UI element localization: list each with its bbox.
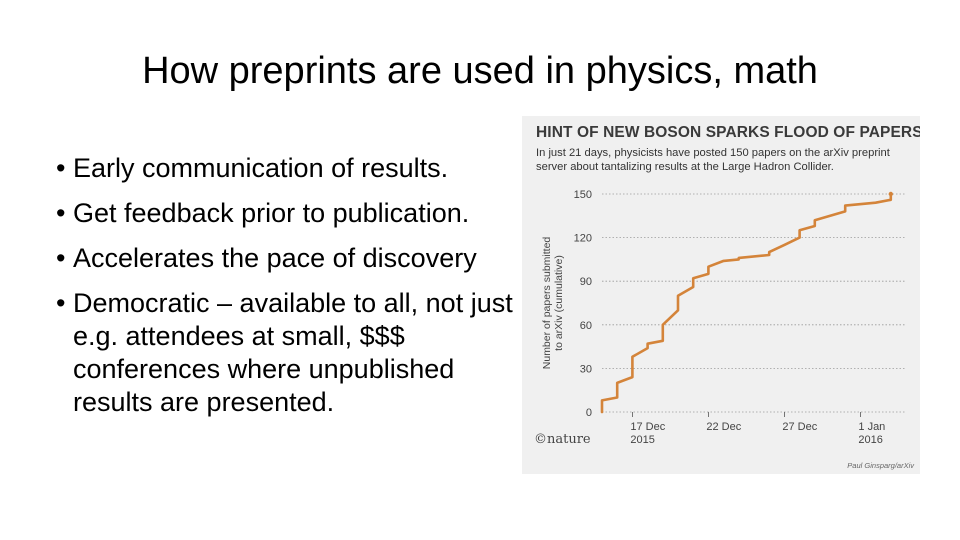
y-axis-label: Number of papers submittedto arXiv (cumu… [541,237,565,370]
series-line [600,192,893,414]
bullet-text: Democratic – available to all, not just … [73,288,513,417]
nature-logo: ©nature [534,432,591,447]
bullet-text: Get feedback prior to publication. [73,198,470,228]
y-axis-label-line: Number of papers submitted [541,237,553,370]
bullet-item: • Accelerates the pace of discovery [56,242,526,275]
chart-figure: HINT OF NEW BOSON SPARKS FLOOD OF PAPERS… [522,116,920,474]
chart-title: HINT OF NEW BOSON SPARKS FLOOD OF PAPERS [536,124,920,141]
y-tick-label: 120 [574,233,592,245]
bullet-item: • Democratic – available to all, not just… [56,287,526,419]
bullet-glyph: • [56,153,66,183]
y-tick-label: 30 [580,363,592,375]
x-tick-label: 2016 [858,434,882,446]
x-tick-label: 1 Jan [858,421,885,433]
image-credit: Paul Ginsparg/arXiv [847,461,914,470]
y-tick-label: 90 [580,276,592,288]
bullet-glyph: • [56,198,66,228]
y-tick-label: 60 [580,320,592,332]
bullet-item: • Early communication of results. [56,152,526,185]
x-tick-label: 22 Dec [706,421,741,433]
bullet-text: Early communication of results. [73,153,449,183]
y-axis-label-line: to arXiv (cumulative) [553,255,565,351]
x-tick-label: 17 Dec [630,421,665,433]
y-tick-label: 0 [586,407,592,419]
bullet-item: • Get feedback prior to publication. [56,197,526,230]
bullet-list: • Early communication of results. • Get fe… [56,152,526,431]
slide-title: How preprints are used in physics, math [142,50,818,92]
y-tick-label: 150 [574,189,592,201]
x-tick-label: 2015 [630,434,654,446]
bullet-glyph: • [56,288,66,318]
chart-subtitle: In just 21 days, physicists have posted … [536,147,890,173]
x-tick-label: 27 Dec [782,421,817,433]
series-end-point [888,191,893,197]
bullet-glyph: • [56,243,66,273]
bullet-text: Accelerates the pace of discovery [73,243,477,273]
